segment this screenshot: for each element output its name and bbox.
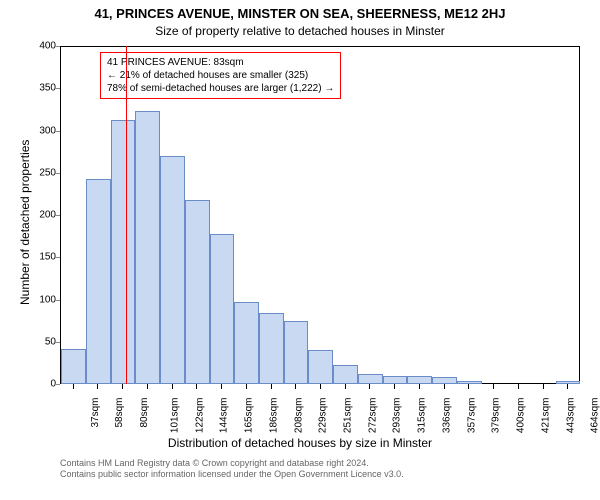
y-tick-mark: [55, 46, 60, 47]
y-tick-label: 200: [26, 210, 56, 221]
footer-attribution: Contains HM Land Registry data © Crown c…: [60, 458, 404, 481]
y-tick-label: 0: [26, 379, 56, 390]
histogram-bar: [284, 321, 309, 384]
x-tick-mark: [246, 384, 247, 389]
x-tick-label: 165sqm: [244, 398, 255, 434]
x-tick-label: 144sqm: [219, 398, 230, 434]
x-tick-mark: [221, 384, 222, 389]
x-tick-label: 400sqm: [516, 398, 527, 434]
x-tick-label: 336sqm: [441, 398, 452, 434]
y-tick-label: 300: [26, 125, 56, 136]
x-tick-mark: [419, 384, 420, 389]
y-tick-mark: [55, 384, 60, 385]
x-tick-label: 208sqm: [293, 398, 304, 434]
x-tick-mark: [271, 384, 272, 389]
annotation-line1: 41 PRINCES AVENUE: 83sqm: [107, 56, 334, 69]
x-tick-mark: [543, 384, 544, 389]
histogram-bar: [358, 374, 383, 384]
reference-line: [126, 46, 127, 384]
x-tick-label: 293sqm: [392, 398, 403, 434]
histogram-bar: [111, 120, 136, 384]
histogram-bar: [333, 365, 358, 384]
x-tick-label: 421sqm: [540, 398, 551, 434]
x-tick-label: 80sqm: [139, 398, 150, 428]
annotation-line2: ← 21% of detached houses are smaller (32…: [107, 69, 334, 82]
y-tick-mark: [55, 215, 60, 216]
annotation-box: 41 PRINCES AVENUE: 83sqm ← 21% of detach…: [100, 52, 341, 99]
histogram-bar: [185, 200, 210, 384]
x-tick-mark: [369, 384, 370, 389]
x-tick-label: 251sqm: [343, 398, 354, 434]
chart-title-line1: 41, PRINCES AVENUE, MINSTER ON SEA, SHEE…: [0, 6, 600, 21]
x-tick-mark: [172, 384, 173, 389]
x-tick-mark: [147, 384, 148, 389]
annotation-line3: 78% of semi-detached houses are larger (…: [107, 82, 334, 95]
x-tick-mark: [73, 384, 74, 389]
x-tick-label: 58sqm: [114, 398, 125, 428]
footer-line1: Contains HM Land Registry data © Crown c…: [60, 458, 404, 469]
y-axis-label: Number of detached properties: [18, 140, 32, 305]
y-tick-label: 400: [26, 41, 56, 52]
histogram-bar: [210, 234, 235, 384]
y-tick-label: 150: [26, 252, 56, 263]
x-tick-label: 186sqm: [268, 398, 279, 434]
x-tick-mark: [567, 384, 568, 389]
x-tick-label: 272sqm: [367, 398, 378, 434]
histogram-bar: [432, 377, 457, 384]
footer-line2: Contains public sector information licen…: [60, 469, 404, 480]
x-tick-mark: [518, 384, 519, 389]
histogram-bar: [61, 349, 86, 384]
x-tick-mark: [468, 384, 469, 389]
x-tick-mark: [493, 384, 494, 389]
chart-title-line2: Size of property relative to detached ho…: [0, 24, 600, 38]
x-tick-label: 101sqm: [169, 398, 180, 434]
histogram-bar: [259, 313, 284, 384]
y-tick-mark: [55, 300, 60, 301]
x-tick-mark: [345, 384, 346, 389]
histogram-bar: [135, 111, 160, 384]
x-tick-mark: [196, 384, 197, 389]
x-tick-label: 443sqm: [565, 398, 576, 434]
x-tick-label: 464sqm: [590, 398, 600, 434]
x-tick-mark: [444, 384, 445, 389]
histogram-bar: [383, 376, 408, 384]
y-tick-label: 250: [26, 167, 56, 178]
x-tick-mark: [97, 384, 98, 389]
y-tick-mark: [55, 173, 60, 174]
y-tick-mark: [55, 131, 60, 132]
x-tick-label: 122sqm: [194, 398, 205, 434]
x-tick-label: 315sqm: [417, 398, 428, 434]
x-tick-mark: [320, 384, 321, 389]
x-axis-label: Distribution of detached houses by size …: [0, 436, 600, 450]
x-tick-mark: [295, 384, 296, 389]
x-tick-mark: [394, 384, 395, 389]
histogram-bar: [308, 350, 333, 384]
y-tick-label: 350: [26, 83, 56, 94]
y-tick-mark: [55, 88, 60, 89]
histogram-bar: [160, 156, 185, 384]
y-tick-mark: [55, 342, 60, 343]
y-tick-label: 100: [26, 294, 56, 305]
x-tick-label: 357sqm: [466, 398, 477, 434]
x-tick-label: 37sqm: [90, 398, 101, 428]
y-tick-label: 50: [26, 336, 56, 347]
histogram-bar: [407, 376, 432, 384]
x-tick-label: 229sqm: [318, 398, 329, 434]
x-tick-mark: [122, 384, 123, 389]
histogram-bar: [234, 302, 259, 384]
x-tick-label: 379sqm: [491, 398, 502, 434]
histogram-bar: [86, 179, 111, 384]
y-tick-mark: [55, 257, 60, 258]
